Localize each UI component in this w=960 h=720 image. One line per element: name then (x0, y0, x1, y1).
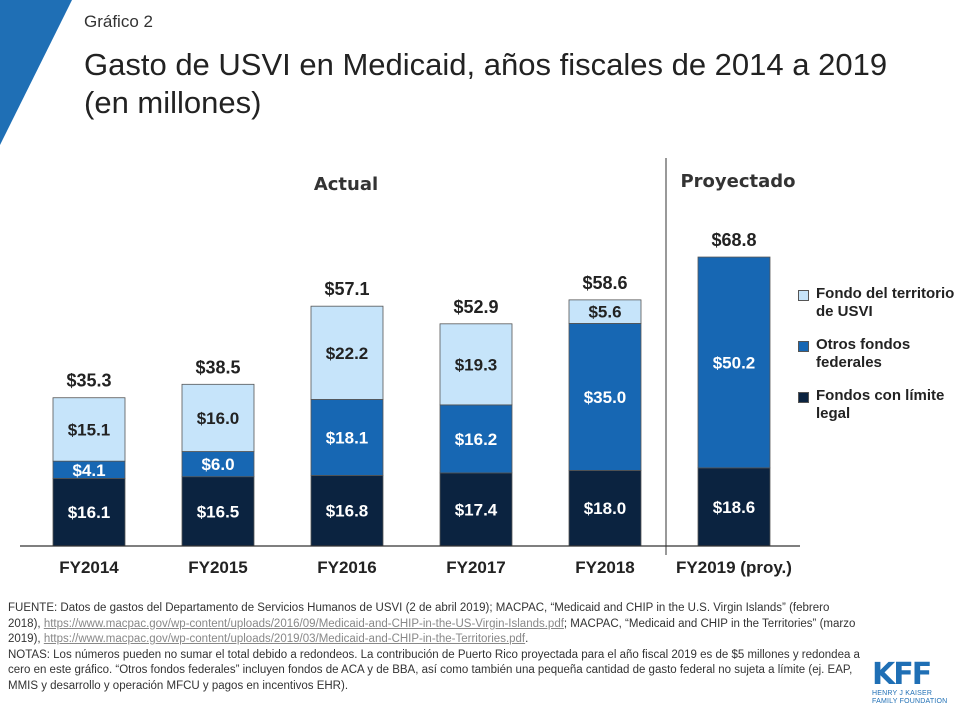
chart-title: Gasto de USVI en Medicaid, años fiscales… (84, 46, 944, 122)
section-label-actual: Actual (314, 174, 378, 195)
data-label-fy2016-2: $22.2 (326, 344, 369, 363)
data-label-fy2016-1: $18.1 (326, 428, 369, 447)
legend-label-limite-legal: Fondos con límite legal (816, 387, 945, 422)
bar-segment-fy2014-2 (52, 397, 126, 462)
stacked-bar-chart: Actual Proyectado $16.1 $4.1 $15.1 $35.3 FY201… (20, 158, 800, 577)
bar-segment-fy2015-2 (181, 383, 255, 452)
x-tick-label-fy2018: FY2018 (575, 558, 635, 577)
data-label-fy2018-0: $18.0 (584, 499, 627, 518)
data-label-fy2017-1: $16.2 (455, 430, 498, 449)
source-text-end: . (525, 633, 529, 645)
legend-swatch-otros-fondos (798, 341, 809, 352)
source-text-mid: ; MACPAC, “Medicaid and CHIP in the Terr… (8, 617, 856, 646)
chart-title-line1: Gasto de USVI en Medicaid, años fiscales… (84, 47, 888, 82)
x-tick-label-fy2019-proy: FY2019 (proy.) (676, 558, 792, 577)
total-label-fy2015: $38.5 (195, 357, 240, 377)
bar-segment-fy2019-proy-1 (697, 256, 771, 469)
legend-item-otros-fondos: Otros fondos federales (798, 336, 958, 372)
legend-label-territorio: Fondo del territorio de USVI (816, 285, 955, 320)
source-note: FUENTE: Datos de gastos del Departamento… (8, 601, 860, 648)
data-label-fy2014-2: $15.1 (68, 420, 111, 439)
data-label-fy2019-proy-0: $18.6 (713, 498, 756, 517)
data-label-fy2018-1: $35.0 (584, 388, 627, 407)
total-label-fy2017: $52.9 (453, 297, 498, 317)
legend-swatch-territorio (798, 290, 809, 301)
kff-logo-line2: FAMILY FOUNDATION (872, 698, 948, 705)
bar-segment-fy2016-2 (310, 305, 384, 400)
kff-logo-mark: KFF (872, 657, 932, 692)
total-label-fy2019-proy: $68.8 (711, 230, 756, 250)
bar-segment-fy2018-2 (568, 299, 642, 324)
legend-swatch-limite-legal (798, 392, 809, 403)
bar-segment-fy2014-0 (52, 477, 126, 547)
bar-segment-fy2018-1 (568, 322, 642, 471)
total-label-fy2014: $35.3 (66, 371, 111, 391)
x-tick-label-fy2017: FY2017 (446, 558, 506, 577)
legend-label-otros-fondos: Otros fondos federales (816, 336, 911, 371)
bar-segment-fy2017-2 (439, 323, 513, 406)
data-label-fy2015-1: $6.0 (201, 455, 234, 474)
source-text: FUENTE: Datos de gastos del Departamento… (8, 602, 830, 630)
data-label-fy2016-0: $16.8 (326, 502, 369, 521)
data-label-fy2017-2: $19.3 (455, 355, 498, 374)
bar-segment-fy2017-0 (439, 472, 513, 547)
chart-legend: Fondo del territorio de USVI Otros fondo… (798, 285, 958, 438)
x-tick-label-fy2016: FY2016 (317, 558, 377, 577)
total-label-fy2018: $58.6 (582, 273, 627, 293)
x-tick-label-fy2015: FY2015 (188, 558, 248, 577)
data-label-fy2018-2: $5.6 (588, 303, 621, 322)
legend-item-territorio: Fondo del territorio de USVI (798, 285, 958, 321)
data-label-fy2019-proy-1: $50.2 (713, 353, 756, 372)
chart-title-line2: (en millones) (84, 85, 262, 120)
kff-logo-line1: HENRY J KAISER (872, 690, 933, 697)
data-label-fy2017-0: $17.4 (455, 500, 498, 519)
source-link-territories[interactable]: https://www.macpac.gov/wp-content/upload… (43, 633, 526, 645)
total-label-fy2016: $57.1 (324, 279, 369, 299)
data-label-fy2014-0: $16.1 (68, 503, 111, 522)
notes-text: NOTAS: Los números pueden no sumar el to… (8, 648, 860, 692)
x-tick-label-fy2014: FY2014 (59, 558, 119, 577)
data-label-fy2014-1: $4.1 (72, 461, 105, 480)
corner-accent (0, 0, 72, 145)
figure-kicker: Gráfico 2 (84, 12, 153, 31)
bar-segment-fy2016-1 (310, 399, 384, 476)
data-label-fy2015-0: $16.5 (197, 502, 240, 521)
legend-item-limite-legal: Fondos con límite legal (798, 387, 958, 423)
data-label-fy2015-2: $16.0 (197, 409, 240, 428)
footnotes: FUENTE: Datos de gastos del Departamento… (8, 601, 860, 694)
kff-logo: KFF HENRY J KAISER FAMILY FOUNDATION (872, 660, 952, 706)
section-label-proyectado: Proyectado (680, 171, 795, 192)
source-link-usvi[interactable]: https://www.macpac.gov/wp-content/upload… (43, 617, 564, 630)
